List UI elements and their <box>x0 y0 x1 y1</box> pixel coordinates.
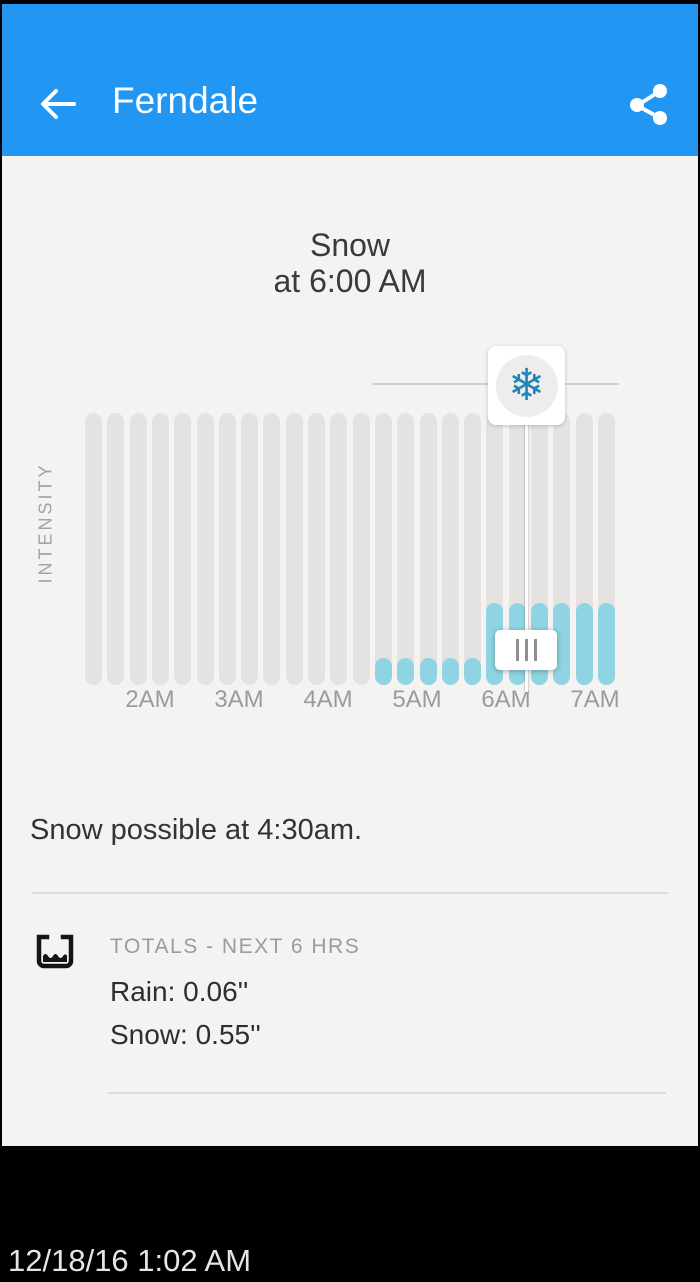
bar-track <box>241 413 258 685</box>
bar-track <box>174 413 191 685</box>
x-axis-label: 2AM <box>125 686 175 713</box>
condition-marker-circle: ❄ <box>495 354 558 417</box>
bar-track <box>442 413 459 685</box>
page-title: Ferndale <box>112 80 259 121</box>
arrow-left-icon <box>41 89 76 119</box>
bar-fill <box>420 658 437 685</box>
divider <box>32 892 668 894</box>
bar-track <box>308 413 325 685</box>
bar-track <box>152 413 169 685</box>
bar-track <box>219 413 236 685</box>
chart-title-condition: Snow <box>309 227 391 263</box>
x-axis-label: 4AM <box>303 686 353 713</box>
bar-track <box>197 413 214 685</box>
condition-marker-card: ❄ <box>488 346 565 425</box>
app-bar: Ferndale <box>2 4 698 156</box>
x-axis-label: 7AM <box>570 686 620 713</box>
bar-fill <box>598 603 615 685</box>
bar-track <box>107 413 124 685</box>
x-axis-label: 3AM <box>214 686 264 713</box>
bar-fill <box>397 658 414 685</box>
bar-track <box>263 413 280 685</box>
divider <box>108 1092 666 1094</box>
bar-track <box>420 413 437 685</box>
grip-line <box>515 639 519 661</box>
bar-fill <box>375 658 392 685</box>
grip-line <box>524 639 528 661</box>
totals-rain: Rain: 0.06'' <box>110 976 249 1007</box>
x-axis-label: 5AM <box>392 686 442 713</box>
precip-gauge-icon <box>33 931 77 980</box>
x-axis-label: 6AM <box>481 686 531 713</box>
slider-track-line <box>525 423 528 692</box>
grip-line <box>533 639 537 661</box>
share-button[interactable] <box>626 80 672 128</box>
bar-track <box>85 413 102 685</box>
totals-snow: Snow: 0.55'' <box>110 1019 261 1050</box>
bar-fill <box>553 603 570 685</box>
bar-fill <box>464 658 481 685</box>
bar-track <box>286 413 303 685</box>
back-button[interactable] <box>36 82 80 126</box>
time-slider-handle[interactable] <box>495 630 557 670</box>
forecast-summary: Snow possible at 4:30am. <box>30 814 363 846</box>
bar-fill <box>442 658 459 685</box>
bar-fill <box>576 603 593 685</box>
bar-track <box>353 413 370 685</box>
snowflake-icon: ❄ <box>508 360 545 410</box>
bar-track <box>464 413 481 685</box>
bar-track <box>397 413 414 685</box>
totals-heading: TOTALS - NEXT 6 HRS <box>110 935 361 958</box>
chart-title-time: at 6:00 AM <box>273 263 427 299</box>
system-timestamp: 12/18/16 1:02 AM <box>8 1243 252 1278</box>
bar-track <box>330 413 347 685</box>
bar-track <box>375 413 392 685</box>
share-icon <box>630 84 667 125</box>
bar-track <box>130 413 147 685</box>
